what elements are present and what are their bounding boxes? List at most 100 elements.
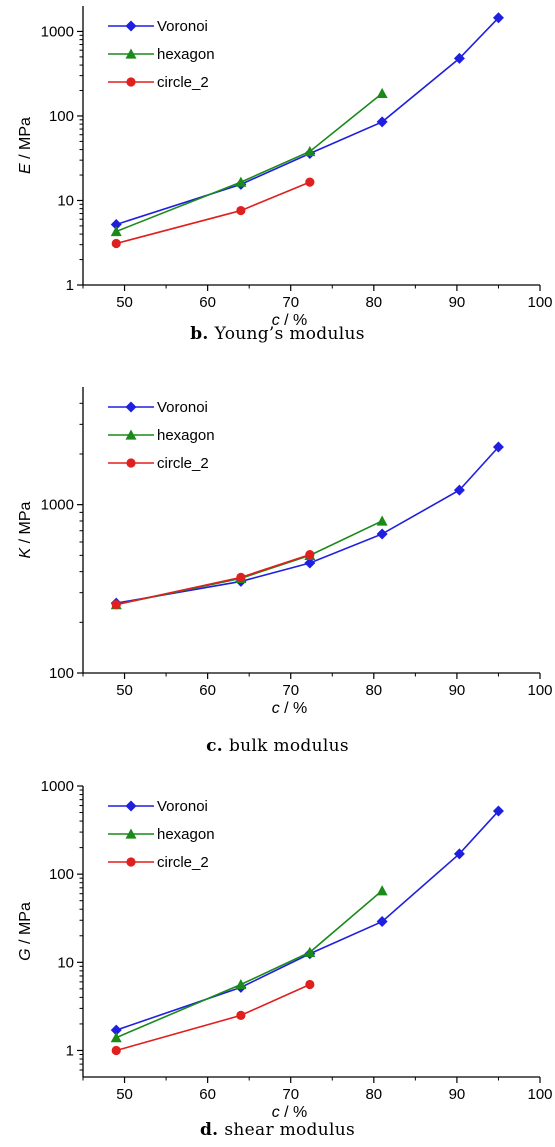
data-point-circle_2 [236,205,246,216]
legend-marker [125,20,137,32]
x-tick-label: 80 [365,1086,382,1103]
chart-panel-c: 50 60 70 80 90 100 100 1000 c / % K / MPa Voronoi h… [0,383,555,763]
x-axis-title-unit: / % [280,1104,308,1121]
data-point-hexagon [376,885,388,896]
y-axis-title-var: G [17,948,34,960]
data-point-hexagon [235,176,247,187]
data-point-hexagon [304,145,316,157]
x-tick-label: 90 [449,1086,466,1103]
x-tick-label: 100 [527,294,552,311]
x-tick-label: 50 [116,1086,133,1103]
legend-marker [125,828,137,839]
caption-c: c. bulk modulus [0,736,555,756]
series-line-Voronoi [115,810,500,1031]
data-point-Voronoi [492,12,504,24]
series-circle_2 [111,550,315,610]
x-axis-title-unit: / % [280,700,308,717]
y-tick-label: 10 [57,192,74,209]
x-tick-label: 90 [449,682,466,699]
legend-label: circle_2 [157,74,209,91]
data-point-hexagon [110,225,122,237]
x-axis-title-var: c [272,1104,280,1121]
data-point-circle_2 [305,979,315,990]
legend-entry-Voronoi: Voronoi [108,18,208,35]
chart-panel-b: 50 60 70 80 90 100 1 10 100 1000 c / % E / MPa Voron… [0,0,555,380]
legend-label: hexagon [157,427,215,444]
data-point-Voronoi [453,848,465,860]
data-point-Voronoi [453,52,465,64]
data-point-Voronoi [376,528,388,540]
legend-entry-Voronoi: Voronoi [108,798,208,815]
caption-text-c: bulk modulus [229,736,349,756]
series-line-circle_2 [116,553,311,606]
y-axis-title-var: E [17,163,34,174]
x-tick-label: 60 [199,682,216,699]
data-point-circle_2 [305,550,315,560]
y-tick-label: 1 [66,277,74,294]
caption-b: b. Young’s modulus [0,324,555,344]
series-hexagon [110,87,388,237]
x-tick-label: 100 [527,682,552,699]
y-tick-label: 1000 [41,497,74,514]
y-tick-label: 1000 [41,23,74,40]
data-point-Voronoi [110,218,122,230]
chart-svg-c: 50 60 70 80 90 100 100 1000 c / % K / MPa Voronoi h… [17,387,553,717]
data-point-Voronoi [492,441,504,453]
data-point-Voronoi [304,557,316,569]
caption-d: d. shear modulus [0,1120,555,1140]
data-point-hexagon [235,979,247,990]
legend-entry-circle_2: circle_2 [108,455,209,472]
caption-letter-b: b. [190,324,209,344]
legend-marker [126,458,136,468]
series-hexagon [110,885,388,1043]
y-axis-title: K / MPa [17,501,34,558]
data-point-hexagon [304,946,316,957]
series-circle_2 [111,979,315,1056]
legend-entry-hexagon: hexagon [108,427,215,444]
y-tick-label: 100 [49,108,74,125]
x-tick-label: 60 [199,1086,216,1103]
data-point-circle_2 [305,177,315,187]
legend-label: hexagon [157,46,215,63]
x-axis-title-var: c [272,312,280,329]
data-point-Voronoi [453,484,465,496]
x-tick-label: 90 [449,294,466,311]
series-line-circle_2 [116,181,311,245]
x-tick-label: 70 [282,294,299,311]
data-point-circle_2 [236,572,246,582]
x-tick-label: 60 [199,294,216,311]
legend-marker [125,401,137,413]
data-point-circle_2 [111,238,121,249]
x-tick-label: 100 [527,1086,552,1103]
caption-text-d: shear modulus [224,1120,355,1140]
x-tick-label: 80 [365,682,382,699]
y-tick-label: 10 [57,954,74,971]
y-tick-label: 1000 [41,778,74,795]
x-tick-label: 50 [116,294,133,311]
legend-entry-Voronoi: Voronoi [108,399,208,416]
series-Voronoi [110,12,504,230]
x-axis-title: c / % [272,700,308,717]
y-tick-label: 100 [49,665,74,682]
legend-marker [126,857,136,867]
x-axis-title: c / % [272,312,308,329]
caption-letter-c: c. [206,736,223,756]
series-Voronoi [110,441,504,609]
caption-letter-d: d. [199,1120,219,1140]
series-hexagon [110,515,388,610]
legend-entry-circle_2: circle_2 [108,854,209,871]
legend-entry-hexagon: hexagon [108,826,215,843]
legend-marker [125,48,137,59]
y-tick-label: 100 [49,866,74,883]
x-tick-label: 50 [116,682,133,699]
series-line-Voronoi [116,446,500,604]
data-point-circle_2 [236,1010,246,1020]
legend-label: circle_2 [157,854,209,871]
legend-marker [126,77,136,87]
x-tick-label: 70 [282,1086,299,1103]
y-tick-label: 1 [66,1042,74,1059]
legend-label: Voronoi [157,18,208,35]
data-point-hexagon [376,87,388,99]
